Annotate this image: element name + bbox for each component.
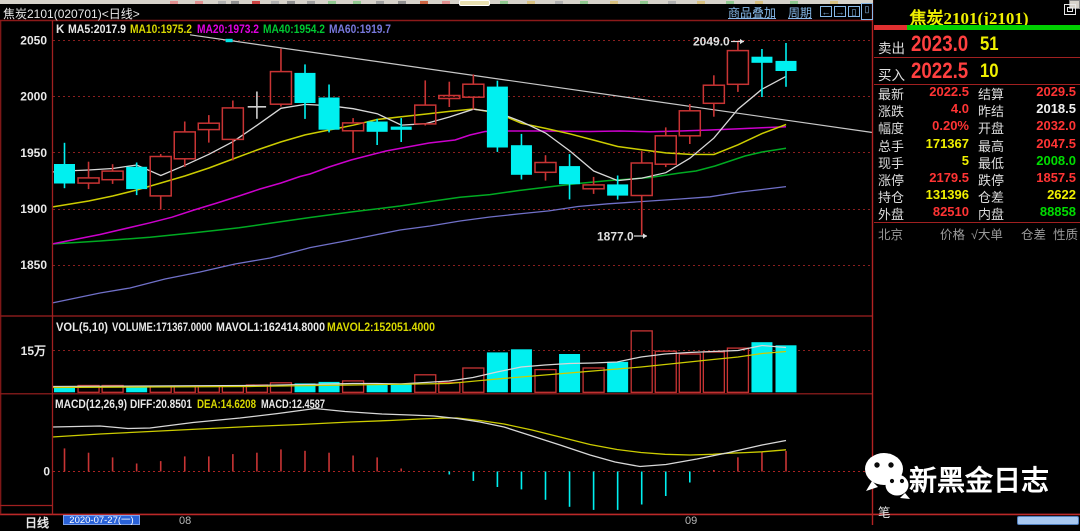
svg-text:1850: 1850 xyxy=(20,258,47,272)
svg-text:2000: 2000 xyxy=(20,90,47,104)
svg-text:DIFF:20.8501: DIFF:20.8501 xyxy=(130,397,192,411)
svg-text:1877.0: 1877.0 xyxy=(597,230,634,244)
svg-text:MAVOL2:152051.4000: MAVOL2:152051.4000 xyxy=(327,320,435,334)
svg-text:MA5:2017.9: MA5:2017.9 xyxy=(68,22,126,36)
svg-text:2049.0: 2049.0 xyxy=(693,35,730,49)
svg-text:K: K xyxy=(56,24,65,36)
svg-text:0: 0 xyxy=(43,465,50,479)
svg-text:15万: 15万 xyxy=(21,344,46,358)
svg-text:MA20:1973.2: MA20:1973.2 xyxy=(197,22,259,36)
svg-text:MA10:1975.2: MA10:1975.2 xyxy=(130,22,192,36)
svg-text:VOL(5,10): VOL(5,10) xyxy=(56,320,108,334)
svg-text:MAVOL1:162414.8000: MAVOL1:162414.8000 xyxy=(216,320,325,334)
svg-text:VOLUME:171367.0000: VOLUME:171367.0000 xyxy=(112,320,212,334)
svg-text:1950: 1950 xyxy=(20,146,47,160)
svg-text:1900: 1900 xyxy=(20,202,47,216)
svg-text:MACD:12.4587: MACD:12.4587 xyxy=(261,397,325,411)
svg-text:2050: 2050 xyxy=(20,33,47,47)
svg-text:MA60:1919.7: MA60:1919.7 xyxy=(329,22,391,36)
svg-text:DEA:14.6208: DEA:14.6208 xyxy=(197,397,256,411)
svg-text:MACD(12,26,9): MACD(12,26,9) xyxy=(55,397,127,411)
svg-text:MA40:1954.2: MA40:1954.2 xyxy=(263,22,325,36)
